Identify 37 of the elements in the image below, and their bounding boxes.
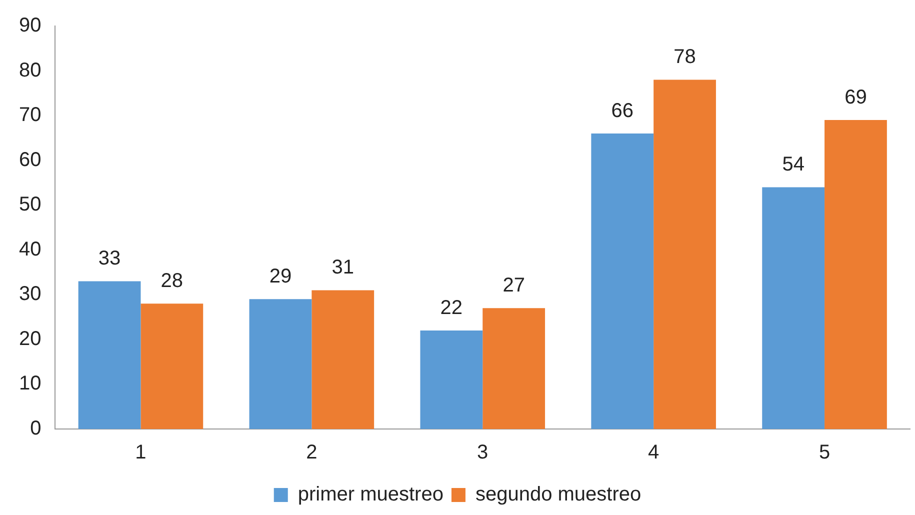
- data-label: 31: [332, 256, 354, 279]
- bar: [420, 330, 483, 429]
- y-tick-label: 80: [18, 59, 42, 82]
- data-label: 22: [440, 297, 463, 320]
- data-label: 69: [844, 86, 867, 109]
- data-label: 27: [502, 274, 525, 297]
- bar: [312, 290, 374, 429]
- legend-label: primer muestreo: [298, 484, 444, 506]
- bar: [762, 187, 825, 429]
- x-tick-label: 2: [306, 442, 318, 464]
- y-tick-label: 70: [18, 104, 42, 126]
- y-tick-label: 20: [18, 328, 42, 350]
- y-tick-label: 90: [18, 14, 42, 37]
- x-tick-label: 3: [477, 442, 488, 464]
- y-tick-label: 30: [18, 283, 42, 306]
- y-tick-label: 40: [18, 238, 42, 260]
- data-label: 33: [98, 248, 121, 270]
- bar: [249, 299, 312, 429]
- bar: [824, 120, 887, 429]
- data-label: 28: [160, 270, 184, 292]
- data-label: 29: [269, 266, 292, 288]
- data-label: 78: [674, 46, 696, 68]
- y-tick-label: 50: [18, 194, 42, 216]
- bar: [482, 308, 546, 429]
- y-tick-label: 0: [30, 418, 42, 440]
- y-tick-label: 10: [18, 372, 42, 395]
- bar: [654, 80, 716, 429]
- x-tick-label: 4: [648, 442, 660, 464]
- x-tick-label: 5: [818, 442, 830, 464]
- bar: [140, 304, 204, 429]
- bar: [78, 281, 141, 429]
- data-label: 66: [611, 100, 634, 122]
- bar: [591, 133, 654, 429]
- data-label: 54: [782, 154, 804, 176]
- legend-label: segundo muestreo: [475, 484, 642, 506]
- y-tick-label: 60: [18, 148, 42, 171]
- x-tick-label: 1: [135, 442, 146, 464]
